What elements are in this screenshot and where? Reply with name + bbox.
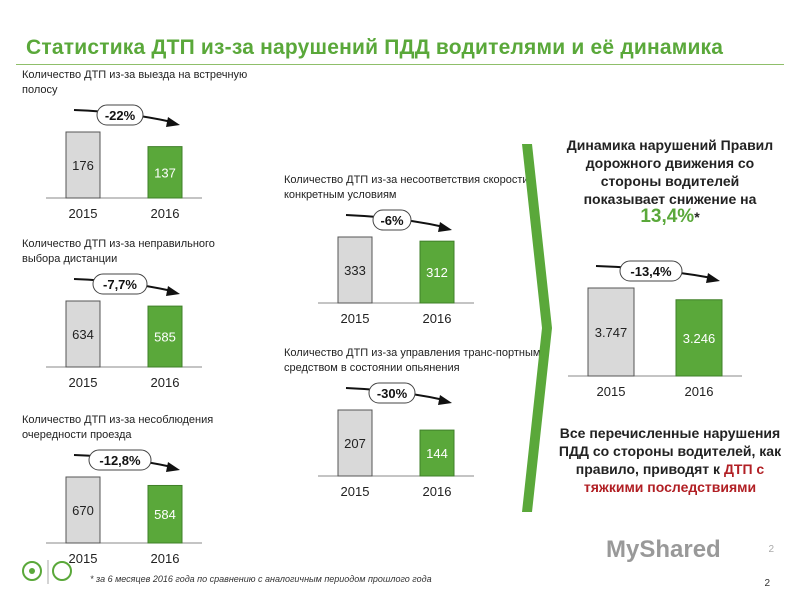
category-label: 2015 bbox=[69, 375, 98, 390]
category-label: 2015 bbox=[341, 311, 370, 326]
bar-value-label: 207 bbox=[344, 436, 366, 451]
category-label: 2016 bbox=[151, 375, 180, 390]
change-bubble bbox=[92, 273, 148, 295]
trend-arrow-head bbox=[166, 462, 180, 472]
bar-value-label: 585 bbox=[154, 330, 176, 345]
chart-label: Количество ДТП из-за неправильного выбор… bbox=[22, 238, 215, 265]
trend-arrow-head bbox=[166, 286, 180, 296]
chart-card-distance: Количество ДТП из-за неправильного выбор… bbox=[22, 237, 252, 397]
bar-chart-distance: 634 2015 585 2016 -7,7% bbox=[46, 273, 202, 390]
conclusion-highlight: ДТП с тяжкими последствиями bbox=[583, 461, 765, 495]
brand-watermark: MyShared bbox=[606, 536, 721, 563]
bar-2015 bbox=[65, 476, 101, 544]
page-title: Статистика ДТП из-за нарушений ПДД водит… bbox=[26, 36, 724, 59]
bar-2015 bbox=[337, 236, 373, 304]
title-divider bbox=[16, 64, 784, 65]
ministry-logo-icon bbox=[22, 560, 72, 584]
change-label: -22% bbox=[105, 108, 136, 123]
bar-value-label: 3.246 bbox=[683, 331, 716, 346]
category-label: 2016 bbox=[685, 384, 714, 399]
chart-card-total: 3.747 2015 3.246 2016 -13,4% bbox=[564, 248, 784, 408]
chart-card-oncoming: Количество ДТП из-за выезда на встречную… bbox=[22, 68, 252, 228]
change-label: -13,4% bbox=[630, 264, 672, 279]
bar-value-label: 137 bbox=[154, 165, 176, 180]
category-label: 2016 bbox=[151, 551, 180, 566]
bar-2015 bbox=[587, 287, 635, 377]
page-number: 2 bbox=[764, 578, 770, 589]
bar-2016 bbox=[147, 305, 183, 368]
category-label: 2015 bbox=[597, 384, 626, 399]
page-number-faint: 2 bbox=[768, 544, 774, 555]
change-label: -12,8% bbox=[99, 453, 141, 468]
bar-2015 bbox=[65, 300, 101, 368]
bar-2016 bbox=[419, 429, 455, 477]
chart-label: Количество ДТП из-за управления транс-по… bbox=[284, 347, 541, 374]
summary-text-main: Динамика нарушений Правил дорожного движ… bbox=[566, 137, 774, 207]
bar-value-label: 634 bbox=[72, 327, 94, 342]
change-label: -30% bbox=[377, 386, 408, 401]
chart-card-speed: Количество ДТП из-за несоответствия скор… bbox=[284, 173, 544, 333]
bar-value-label: 3.747 bbox=[595, 325, 628, 340]
bar-chart-oncoming: 176 2015 137 2016 -22% bbox=[46, 104, 202, 221]
chart-label: Количество ДТП из-за несоблюдения очеред… bbox=[22, 414, 214, 441]
trend-arrow-head bbox=[438, 395, 452, 405]
summary-percent: 13,4% bbox=[640, 206, 695, 227]
category-label: 2016 bbox=[423, 311, 452, 326]
bar-2016 bbox=[147, 146, 183, 199]
change-bubble bbox=[96, 104, 144, 126]
category-label: 2015 bbox=[69, 551, 98, 566]
bar-chart-total: 3.747 2015 3.246 2016 -13,4% bbox=[568, 260, 742, 399]
conclusion-text-main: Все перечисленные нарушения ПДД со сторо… bbox=[558, 425, 782, 477]
bar-value-label: 312 bbox=[426, 265, 448, 280]
change-bubble bbox=[619, 260, 683, 282]
category-label: 2015 bbox=[341, 484, 370, 499]
bar-chart-speed: 333 2015 312 2016 -6% bbox=[318, 209, 474, 326]
category-label: 2016 bbox=[151, 206, 180, 221]
chart-label: Количество ДТП из-за выезда на встречную… bbox=[22, 69, 248, 96]
change-bubble bbox=[368, 382, 416, 404]
change-bubble bbox=[372, 209, 412, 231]
bar-chart-drunk: 207 2015 144 2016 -30% bbox=[318, 382, 474, 499]
bar-2015 bbox=[65, 131, 101, 199]
bar-chart-priority: 670 2015 584 2016 -12,8% bbox=[46, 449, 202, 566]
change-bubble bbox=[88, 449, 152, 471]
bar-2016 bbox=[147, 484, 183, 544]
footnote: * за 6 месяцев 2016 года по сравнению с … bbox=[90, 574, 432, 584]
bar-value-label: 333 bbox=[344, 263, 366, 278]
bar-2016 bbox=[419, 240, 455, 304]
bar-2015 bbox=[337, 409, 373, 477]
summary-text: Динамика нарушений Правил дорожного движ… bbox=[562, 136, 778, 226]
change-label: -6% bbox=[380, 213, 404, 228]
summary-asterisk: * bbox=[694, 209, 700, 225]
separator-chevron bbox=[522, 144, 552, 512]
change-label: -7,7% bbox=[103, 277, 137, 292]
chart-label: Количество ДТП из-за несоответствия скор… bbox=[284, 174, 529, 201]
bar-value-label: 144 bbox=[426, 446, 448, 461]
bar-2016 bbox=[675, 299, 723, 377]
trend-arrow-head bbox=[438, 222, 452, 232]
chart-card-drunk: Количество ДТП из-за управления транс-по… bbox=[284, 346, 544, 516]
trend-arrow-head bbox=[706, 273, 720, 283]
trend-arrow-head bbox=[166, 117, 180, 127]
chart-card-priority: Количество ДТП из-за несоблюдения очеред… bbox=[22, 413, 252, 573]
bar-value-label: 176 bbox=[72, 158, 94, 173]
category-label: 2016 bbox=[423, 484, 452, 499]
category-label: 2015 bbox=[69, 206, 98, 221]
conclusion-text: Все перечисленные нарушения ПДД со сторо… bbox=[556, 424, 784, 496]
bar-value-label: 584 bbox=[154, 507, 176, 522]
bar-value-label: 670 bbox=[72, 503, 94, 518]
